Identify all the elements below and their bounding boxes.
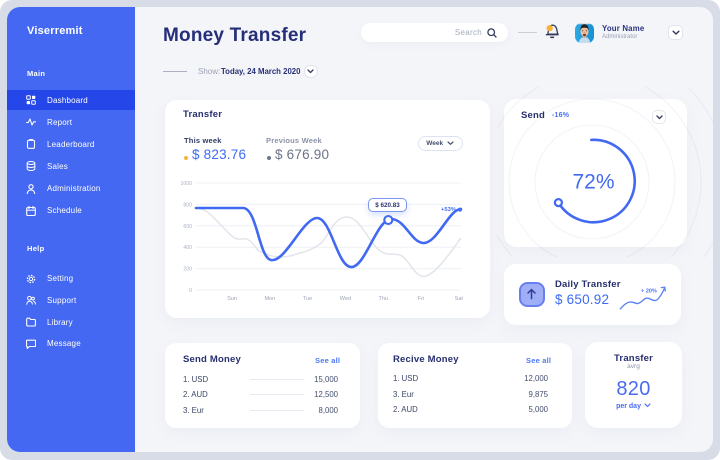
svg-text:Mon: Mon bbox=[264, 296, 275, 302]
svg-text:Fri: Fri bbox=[418, 296, 424, 302]
svg-text:800: 800 bbox=[183, 202, 192, 208]
svg-text:72%: 72% bbox=[572, 171, 614, 194]
svg-text:0: 0 bbox=[189, 288, 192, 294]
svg-text:Thu: Thu bbox=[378, 296, 387, 302]
svg-text:600: 600 bbox=[183, 224, 192, 230]
svg-text:Tue: Tue bbox=[303, 296, 312, 302]
svg-text:Wed: Wed bbox=[340, 296, 351, 302]
svg-text:Sat: Sat bbox=[455, 296, 464, 302]
svg-text:Sun: Sun bbox=[227, 296, 237, 302]
svg-text:400: 400 bbox=[183, 245, 192, 251]
svg-text:1000: 1000 bbox=[180, 181, 192, 187]
svg-text:+ 20%: + 20% bbox=[641, 289, 657, 295]
svg-text:200: 200 bbox=[183, 267, 192, 273]
